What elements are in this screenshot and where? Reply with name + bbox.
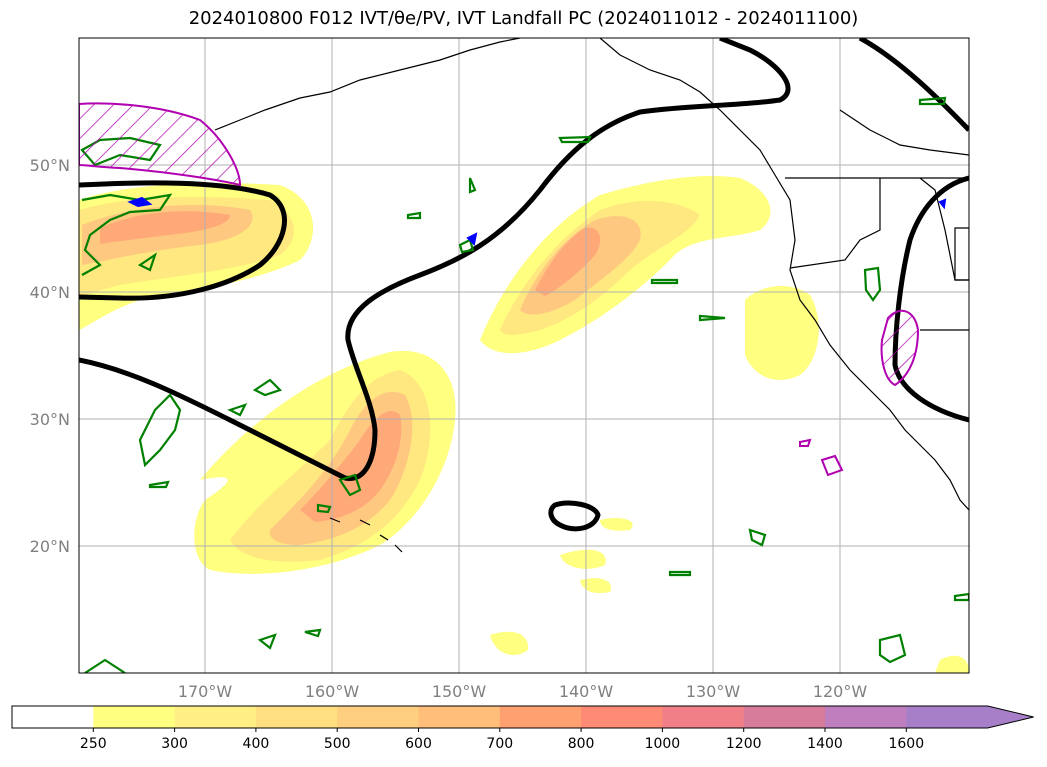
blue-contours [127,196,947,247]
colorbar-segment [662,706,745,728]
colorbar-label: 1200 [726,736,762,752]
theta-e-contour-coast [892,175,969,423]
colorbar-segment [255,706,338,728]
colorbar-segment [12,706,94,728]
map-title: 2024010800 F012 IVT/θe/PV, IVT Landfall … [188,8,859,29]
colorbar-label: 400 [243,736,270,752]
colorbar-segment [743,706,826,728]
colorbar-label: 800 [568,736,595,752]
theta-e-contour-north [79,180,287,301]
landfall-pc-coast [880,309,920,387]
colorbar-outline [11,705,1034,729]
theta-e-contour-central [79,38,791,481]
lat-labels: 50°N 40°N 30°N 20°N [30,156,70,556]
colorbar-extend-arrow [906,706,1034,728]
colorbar-segment [499,706,582,728]
lat-label-20: 20°N [30,537,70,556]
lon-label-130: 130°W [686,682,741,701]
colorbar-label: 1000 [645,736,681,752]
landfall-pc-hatched [79,102,242,187]
lat-label-40: 40°N [30,283,70,302]
lat-label-50: 50°N [30,156,70,175]
theta-e-contour-small [548,500,601,532]
lon-labels: 170°W 160°W 150°W 140°W 130°W 120°W [178,682,868,701]
colorbar-segment [581,706,663,728]
lon-label-140: 140°W [559,682,614,701]
colorbar-segment [418,706,501,728]
colorbar-label: 300 [161,736,188,752]
lon-label-170: 170°W [178,682,233,701]
map-area [79,38,969,673]
colorbar-segment [174,706,257,728]
theta-e-contours [79,38,969,532]
colorbar-label: 500 [324,736,351,752]
colorbar-label: 600 [405,736,432,752]
colorbar-segment [337,706,419,728]
lon-label-120: 120°W [813,682,868,701]
map-frame [78,37,970,674]
ivt-shading [79,175,969,673]
landfall-pc [79,102,920,477]
colorbar-segment [825,706,907,728]
ivt-region-coast [745,285,819,380]
colorbar-label: 1400 [807,736,843,752]
colorbar-label: 700 [486,736,513,752]
theta-e-contour-east [858,38,969,132]
lon-label-150: 150°W [432,682,487,701]
lat-label-30: 30°N [30,410,70,429]
lon-label-160: 160°W [305,682,360,701]
colorbar-segment [93,706,176,728]
colorbar: 250 300 400 500 600 700 800 1000 1200 1400 1600 [11,705,1034,752]
coastlines [214,38,969,553]
colorbar-label: 1600 [888,736,924,752]
colorbar-label: 250 [80,736,107,752]
